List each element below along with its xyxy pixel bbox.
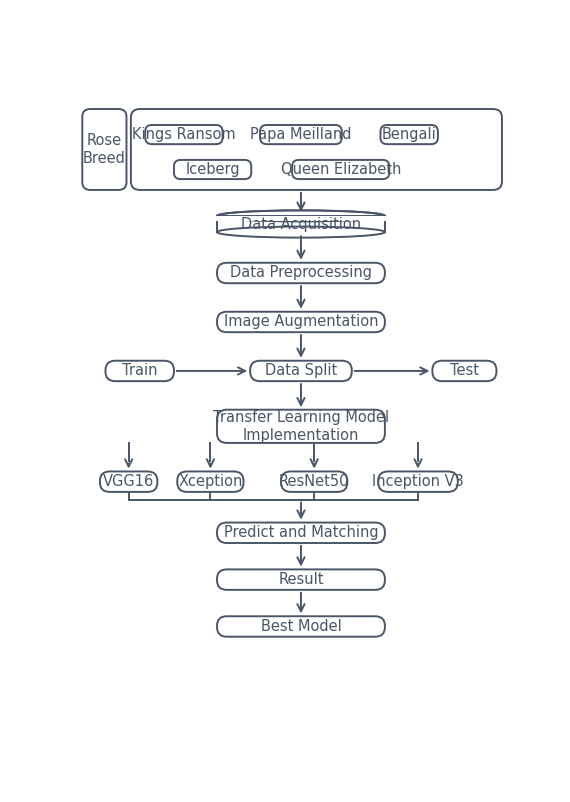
FancyBboxPatch shape bbox=[100, 472, 157, 492]
Ellipse shape bbox=[217, 210, 385, 221]
Text: Image Augmentation: Image Augmentation bbox=[223, 314, 378, 330]
Text: Data Split: Data Split bbox=[265, 363, 337, 379]
Text: Papa Meilland: Papa Meilland bbox=[250, 127, 352, 142]
FancyBboxPatch shape bbox=[217, 569, 385, 589]
FancyBboxPatch shape bbox=[105, 361, 174, 381]
FancyBboxPatch shape bbox=[292, 160, 389, 179]
Text: Rose
Breed: Rose Breed bbox=[83, 133, 126, 166]
Text: ResNet50: ResNet50 bbox=[279, 474, 349, 489]
Text: Result: Result bbox=[278, 572, 324, 587]
Text: Best Model: Best Model bbox=[260, 619, 341, 634]
FancyBboxPatch shape bbox=[381, 125, 438, 144]
FancyBboxPatch shape bbox=[217, 616, 385, 637]
Text: Xception: Xception bbox=[178, 474, 243, 489]
FancyBboxPatch shape bbox=[131, 109, 502, 190]
FancyBboxPatch shape bbox=[174, 160, 251, 179]
Text: Transfer Learning Model
Implementation: Transfer Learning Model Implementation bbox=[213, 410, 389, 443]
FancyBboxPatch shape bbox=[281, 472, 347, 492]
Text: Train: Train bbox=[122, 363, 157, 379]
Text: Iceberg: Iceberg bbox=[185, 162, 240, 177]
Text: Kings Ransom: Kings Ransom bbox=[132, 127, 236, 142]
FancyBboxPatch shape bbox=[217, 410, 385, 443]
FancyBboxPatch shape bbox=[217, 312, 385, 332]
FancyBboxPatch shape bbox=[260, 125, 342, 144]
Bar bbox=[217, 216, 385, 232]
FancyBboxPatch shape bbox=[82, 109, 127, 190]
FancyBboxPatch shape bbox=[433, 361, 496, 381]
FancyBboxPatch shape bbox=[217, 523, 385, 543]
FancyBboxPatch shape bbox=[378, 472, 458, 492]
FancyBboxPatch shape bbox=[177, 472, 243, 492]
Text: Predict and Matching: Predict and Matching bbox=[223, 525, 378, 541]
FancyBboxPatch shape bbox=[145, 125, 222, 144]
Text: Test: Test bbox=[450, 363, 479, 379]
Text: Data Acquisition: Data Acquisition bbox=[241, 217, 361, 232]
Bar bbox=[215, 216, 387, 221]
Ellipse shape bbox=[217, 226, 385, 237]
Text: Inception V3: Inception V3 bbox=[372, 474, 464, 489]
Text: VGG16: VGG16 bbox=[103, 474, 154, 489]
Text: Data Preprocessing: Data Preprocessing bbox=[230, 265, 372, 281]
Text: Bengali: Bengali bbox=[382, 127, 437, 142]
FancyBboxPatch shape bbox=[250, 361, 352, 381]
FancyBboxPatch shape bbox=[217, 263, 385, 283]
Text: Queen Elizabeth: Queen Elizabeth bbox=[280, 162, 401, 177]
